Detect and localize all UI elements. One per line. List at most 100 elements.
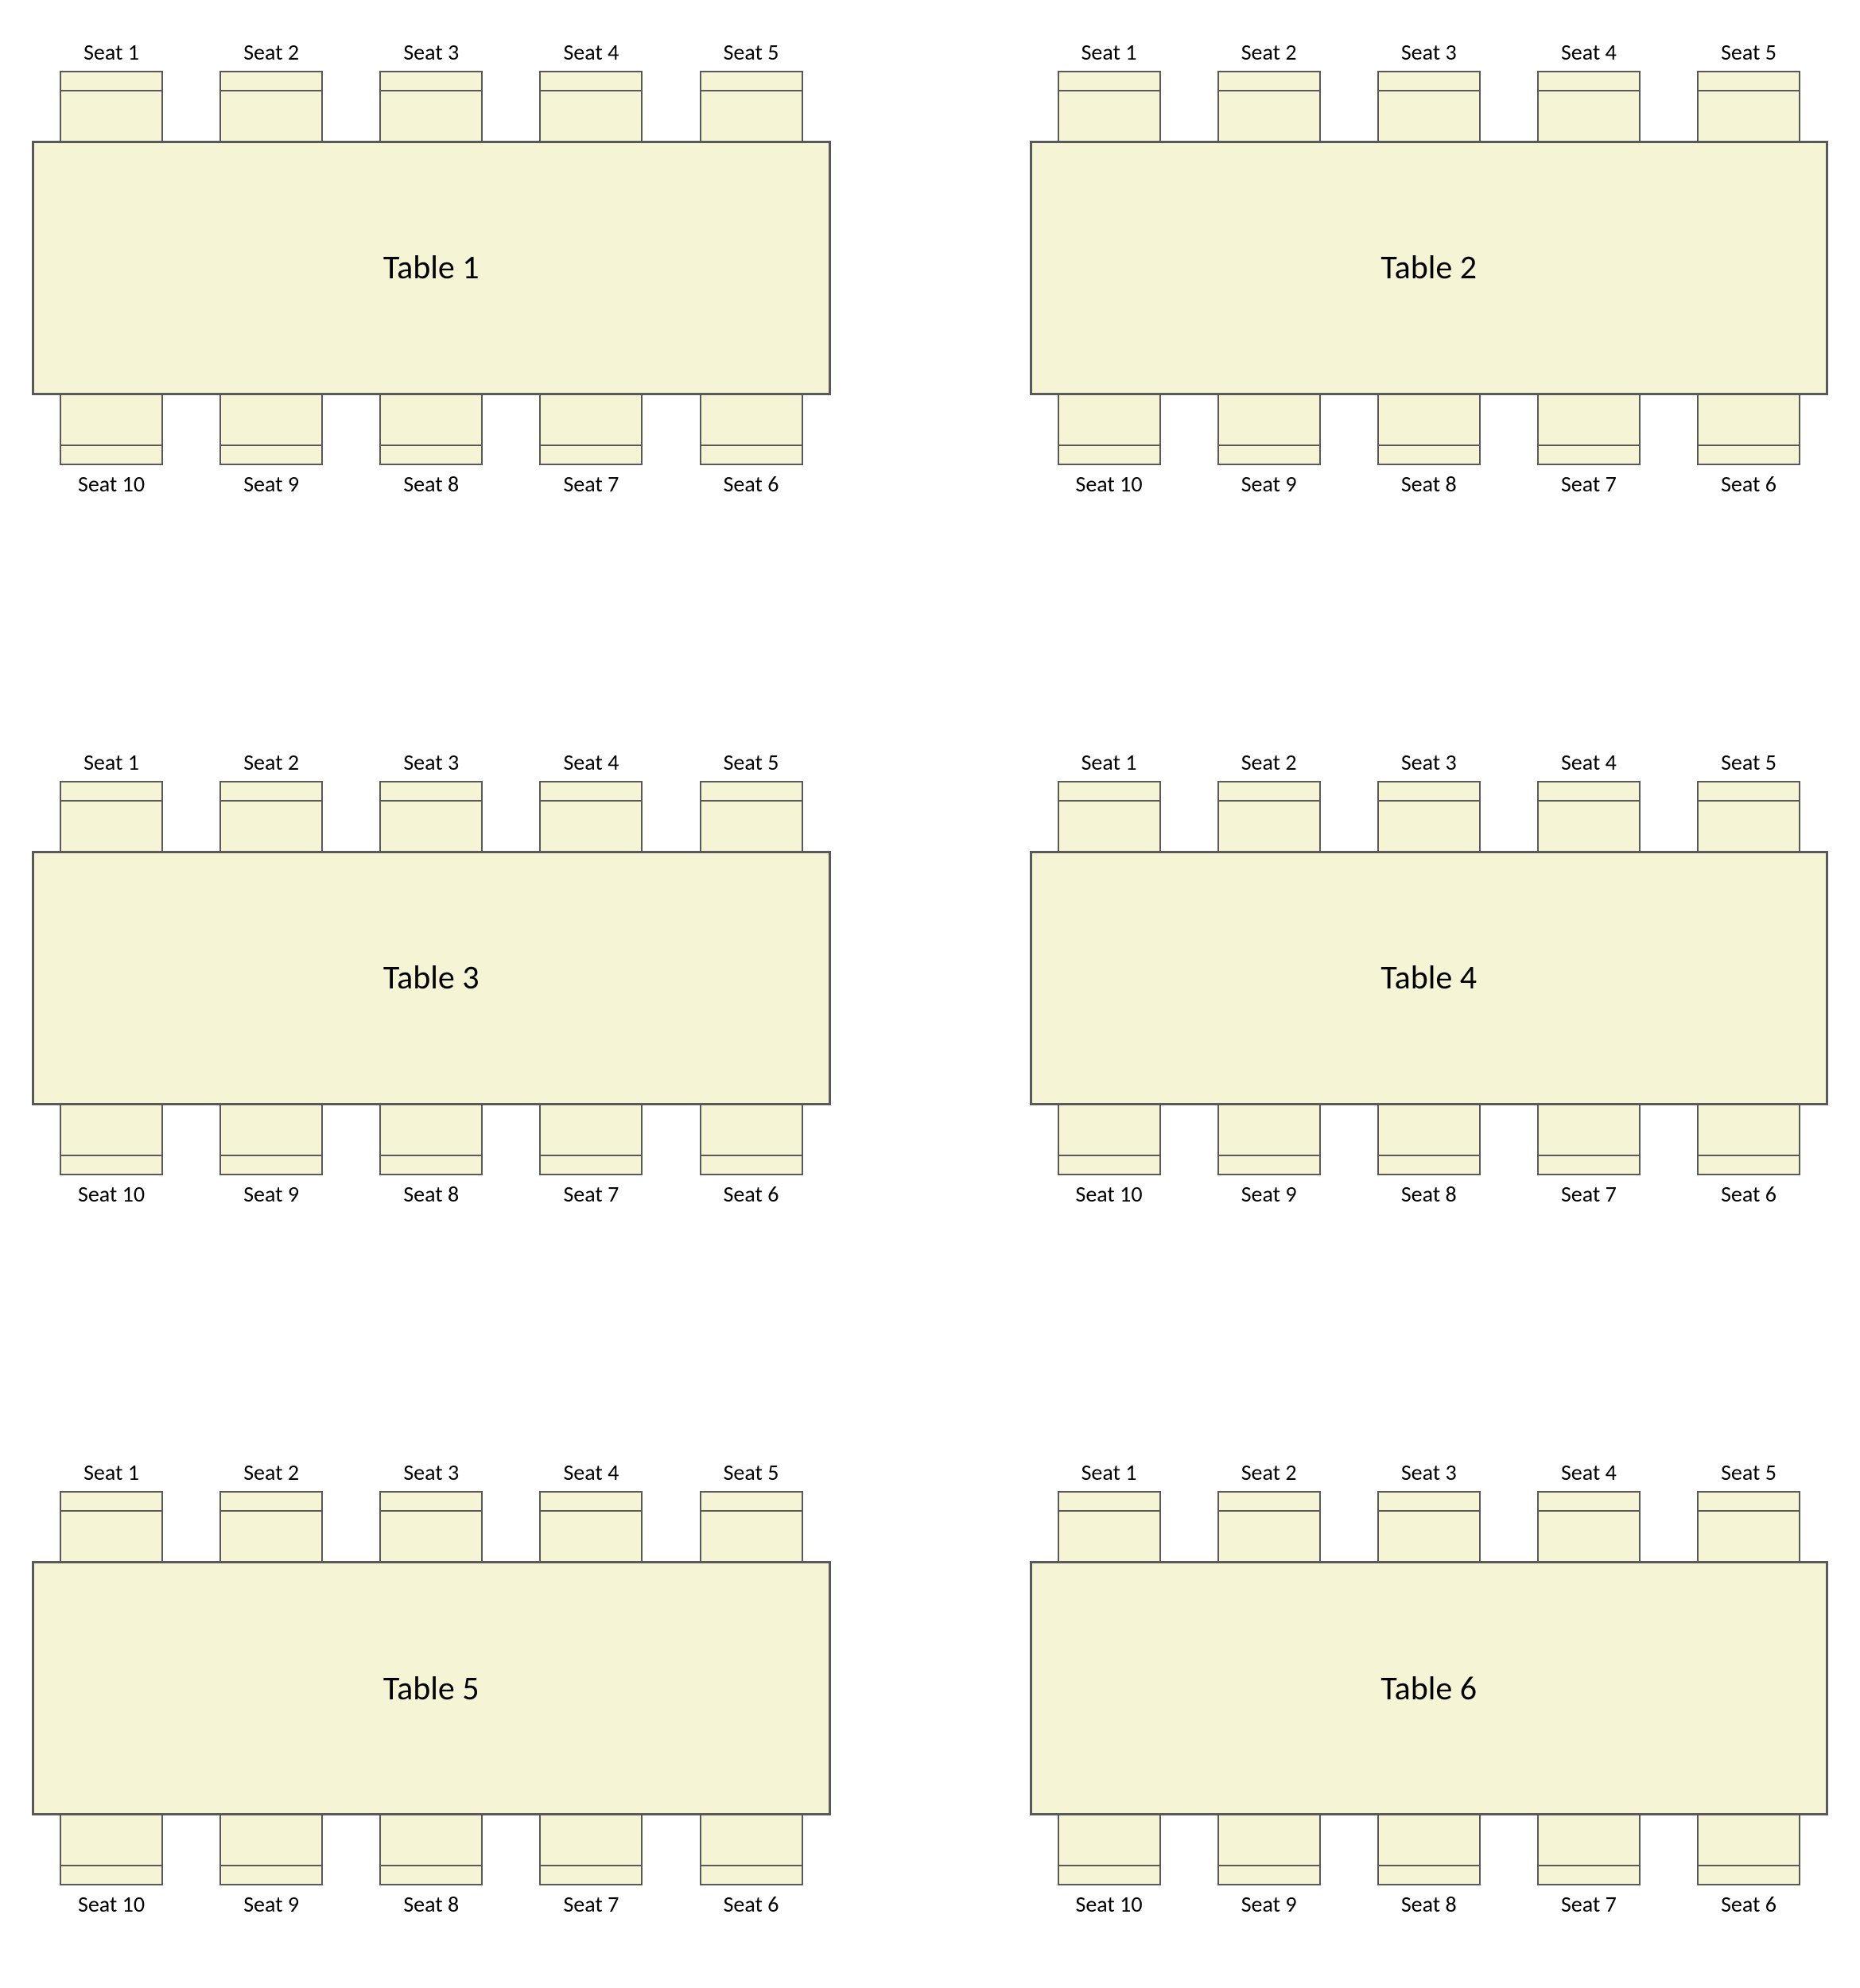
seat-label: Seat 3 [1401, 748, 1457, 776]
seat-label: Seat 6 [1721, 1180, 1777, 1208]
seat-label: Seat 3 [403, 1458, 459, 1486]
seat-chair [60, 394, 163, 465]
seat: Seat 5 [696, 744, 807, 852]
seat-label: Seat 2 [243, 38, 299, 66]
seat-label: Seat 5 [1721, 748, 1777, 776]
seat: Seat 2 [1213, 744, 1325, 852]
seat-chair [1058, 781, 1161, 852]
seat-label: Seat 2 [1241, 1458, 1297, 1486]
seat-label: Seat 8 [1401, 470, 1457, 498]
seat-chair [539, 1104, 643, 1175]
seat: Seat 4 [535, 744, 647, 852]
table: Table 2 [1030, 141, 1829, 395]
seat: Seat 1 [56, 1454, 167, 1563]
table-label: Table 2 [1380, 247, 1477, 288]
seat-label: Seat 6 [724, 1890, 779, 1918]
seat-label: Seat 2 [243, 748, 299, 776]
seat-row-bottom: Seat 10Seat 9Seat 8Seat 7Seat 6 [1030, 1104, 1829, 1213]
seat-chair [1217, 71, 1321, 142]
seat: Seat 8 [375, 394, 487, 503]
seat-chair [219, 71, 323, 142]
seat-chair [1697, 1491, 1800, 1563]
seat: Seat 5 [1693, 1454, 1804, 1563]
seat-label: Seat 10 [1075, 1180, 1142, 1208]
seat-chair [1697, 394, 1800, 465]
table-label: Table 6 [1380, 1668, 1477, 1709]
seat-chair [700, 394, 803, 465]
seat: Seat 6 [1693, 1104, 1804, 1213]
seat-chair [1537, 71, 1641, 142]
seat-label: Seat 3 [403, 38, 459, 66]
seat: Seat 7 [535, 1104, 647, 1213]
table: Table 1 [32, 141, 831, 395]
table-group: Seat 1Seat 2Seat 3Seat 4Seat 5Table 6Sea… [1030, 1437, 1829, 1940]
seat-chair [379, 71, 483, 142]
seat-label: Seat 7 [1561, 1890, 1617, 1918]
seat: Seat 10 [1054, 394, 1165, 503]
seat-chair [1058, 394, 1161, 465]
seat-row-top: Seat 1 Seat 2 Seat 3 Seat 4 Seat 5 [1030, 744, 1829, 852]
seat: Seat 3 [375, 1454, 487, 1563]
seat-label: Seat 7 [1561, 1180, 1617, 1208]
seat-label: Seat 5 [724, 38, 779, 66]
seat-chair [60, 1104, 163, 1175]
seat: Seat 5 [696, 1454, 807, 1563]
seat-label: Seat 9 [1241, 470, 1297, 498]
seat-label: Seat 7 [563, 1180, 619, 1208]
seat-label: Seat 4 [563, 1458, 619, 1486]
seat-label: Seat 1 [1081, 748, 1137, 776]
seat-row-bottom: Seat 10Seat 9Seat 8Seat 7Seat 6 [32, 1104, 831, 1213]
table-group: Seat 1Seat 2Seat 3Seat 4Seat 5Table 2Sea… [1030, 16, 1829, 519]
seating-chart: Seat 1 Seat 2 Seat 3 Seat 4 Seat 5 Table 1 Sea… [0, 0, 1860, 1988]
seat: Seat 5 [696, 33, 807, 142]
seat-label: Seat 4 [1561, 748, 1617, 776]
seat: Seat 9 [1213, 394, 1325, 503]
seat-label: Seat 7 [563, 470, 619, 498]
seat-chair [1058, 1814, 1161, 1885]
seat-label: Seat 10 [1075, 470, 1142, 498]
seat-label: Seat 9 [243, 1180, 299, 1208]
seat-chair [379, 1104, 483, 1175]
seat-chair [1697, 781, 1800, 852]
seat-label: Seat 9 [1241, 1890, 1297, 1918]
seat: Seat 7 [1533, 1814, 1644, 1923]
seat: Seat 4 [1533, 33, 1644, 142]
seat-label: Seat 5 [724, 748, 779, 776]
seat-label: Seat 1 [83, 38, 139, 66]
seat-row-top: Seat 1 Seat 2 Seat 3 Seat 4 Seat 5 [32, 744, 831, 852]
seat-chair [1217, 1104, 1321, 1175]
seat-chair [219, 781, 323, 852]
seat-chair [1058, 1491, 1161, 1563]
seat: Seat 6 [696, 1814, 807, 1923]
table-group: Seat 1Seat 2Seat 3Seat 4Seat 5Table 4Sea… [1030, 726, 1829, 1229]
seat-chair [1537, 781, 1641, 852]
seat-label: Seat 6 [1721, 1890, 1777, 1918]
seat-label: Seat 9 [243, 470, 299, 498]
table-group: Seat 1Seat 2Seat 3Seat 4Seat 5Table 3Sea… [32, 726, 831, 1229]
seat-chair [379, 781, 483, 852]
seat: Seat 2 [216, 33, 327, 142]
seat-chair [1537, 1491, 1641, 1563]
seat: Seat 3 [375, 744, 487, 852]
seat: Seat 1 [56, 744, 167, 852]
seat-label: Seat 1 [83, 1458, 139, 1486]
seat-label: Seat 8 [1401, 1890, 1457, 1918]
seat: Seat 1 [56, 33, 167, 142]
seat: Seat 4 [535, 1454, 647, 1563]
seat: Seat 4 [1533, 1454, 1644, 1563]
seat-label: Seat 6 [724, 1180, 779, 1208]
seat: Seat 8 [1373, 1814, 1485, 1923]
seat-chair [379, 1491, 483, 1563]
seat: Seat 1 [1054, 744, 1165, 852]
seat: Seat 2 [1213, 1454, 1325, 1563]
seat-label: Seat 8 [403, 470, 459, 498]
seat-chair [379, 1814, 483, 1885]
seat-label: Seat 8 [1401, 1180, 1457, 1208]
seat-label: Seat 4 [1561, 38, 1617, 66]
seat-label: Seat 3 [1401, 1458, 1457, 1486]
seat-chair [60, 781, 163, 852]
seat-label: Seat 5 [724, 1458, 779, 1486]
seat-chair [1537, 1814, 1641, 1885]
table-label: Table 5 [383, 1668, 480, 1709]
seat-chair [60, 1814, 163, 1885]
